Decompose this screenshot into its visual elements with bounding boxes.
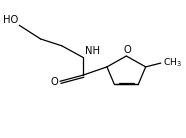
Text: NH: NH — [85, 46, 100, 56]
Text: O: O — [123, 45, 131, 55]
Text: O: O — [50, 77, 58, 87]
Text: HO: HO — [3, 15, 18, 25]
Text: CH$_3$: CH$_3$ — [163, 56, 182, 69]
